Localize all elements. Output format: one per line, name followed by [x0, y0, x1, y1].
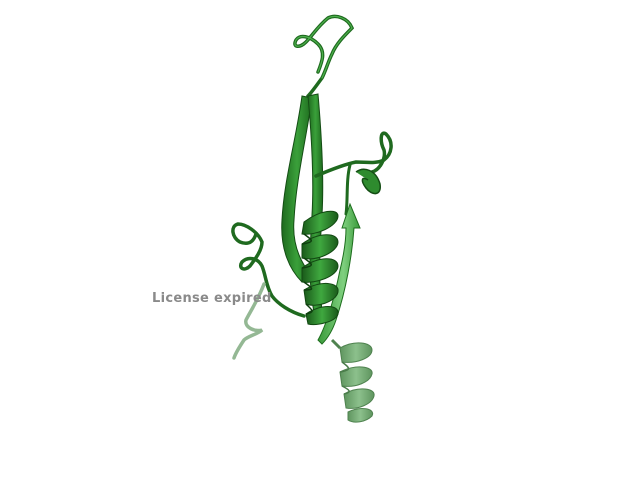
left-loop	[231, 222, 306, 318]
faded-tail	[232, 282, 266, 360]
short-helix-right	[355, 168, 381, 195]
beta-strand-arrow	[317, 202, 361, 345]
license-expired-label: License expired	[152, 291, 272, 306]
alpha-helix-faded	[330, 338, 375, 423]
right-loop	[314, 131, 393, 178]
top-loop	[293, 14, 355, 98]
alpha-helix-main	[301, 210, 339, 325]
